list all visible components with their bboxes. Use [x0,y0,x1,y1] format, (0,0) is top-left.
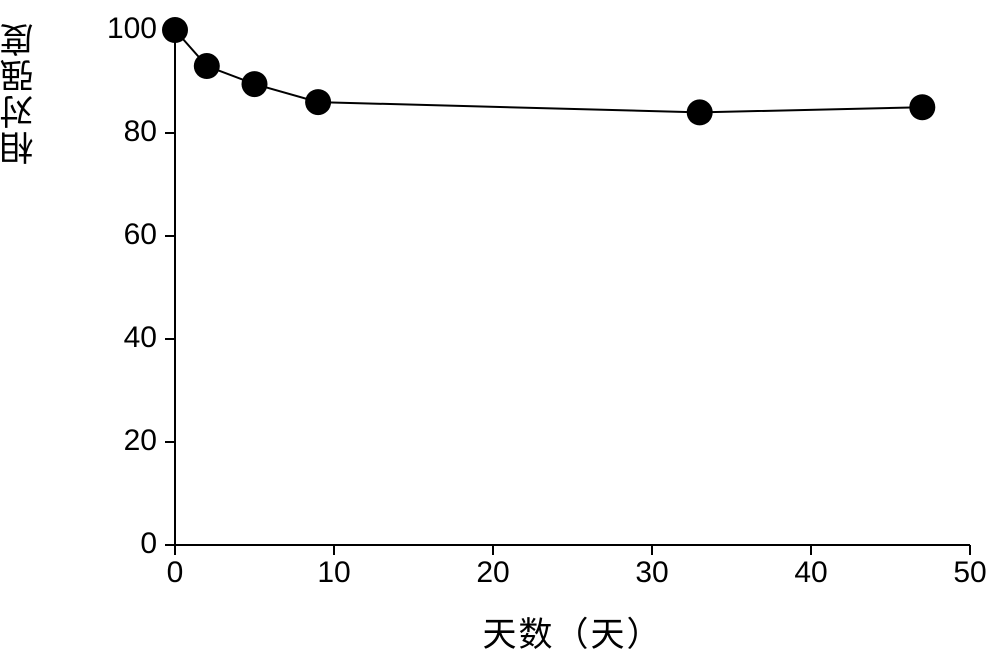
x-tick-label: 50 [953,556,986,589]
y-tick-label: 100 [107,12,157,45]
data-marker [305,89,331,115]
y-axis-label: 相对强度（%） [0,0,45,164]
data-marker [687,99,713,125]
x-tick-label: 20 [476,556,509,589]
x-tick-label: 40 [794,556,827,589]
data-marker [162,17,188,43]
chart-container: 0 20 40 60 80 100 0 10 20 30 40 50 相对强度（%） 天数（天） [0,0,1000,664]
y-tick-label: 20 [124,424,157,457]
x-tick-label: 30 [635,556,668,589]
y-tick-label: 40 [124,321,157,354]
y-tick-label: 60 [124,218,157,251]
axes [175,30,970,545]
data-marker [909,94,935,120]
chart-svg: 0 20 40 60 80 100 0 10 20 30 40 50 [0,0,1000,664]
y-tick-label: 0 [140,527,157,560]
x-tick-label: 0 [167,556,184,589]
data-marker [194,53,220,79]
data-line [175,30,922,112]
y-tick-label: 80 [124,115,157,148]
x-axis-label: 天数（天） [483,607,663,656]
x-tick-label: 10 [317,556,350,589]
data-marker [242,71,268,97]
